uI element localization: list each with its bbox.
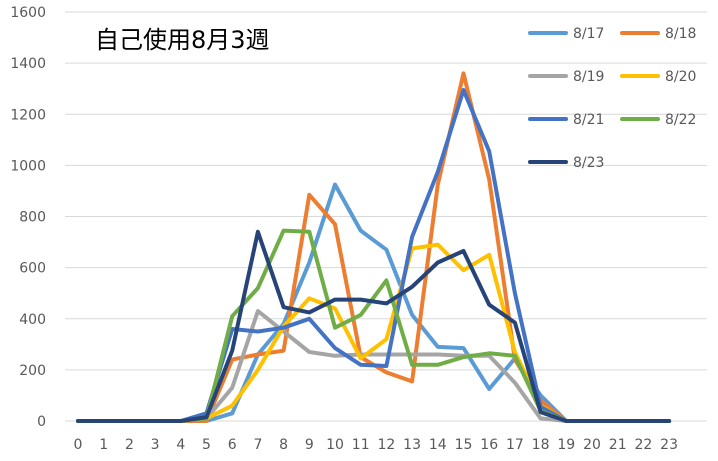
x-tick-label: 15 bbox=[455, 437, 473, 453]
y-axis: 0 200 400 600 800 1000 1200 1400 1600 bbox=[10, 5, 46, 430]
legend-label: 8/23 bbox=[573, 155, 604, 171]
x-tick-label: 12 bbox=[377, 437, 395, 453]
y-tick-label: 400 bbox=[19, 312, 46, 328]
series-line-8-22 bbox=[76, 228, 672, 423]
x-tick-label: 6 bbox=[228, 437, 237, 453]
x-axis: 0 1 2 3 4 5 6 7 8 9 10 11 12 13 14 15 16 17 18 19 20 21 22 23 bbox=[74, 437, 678, 453]
legend-label: 8/19 bbox=[573, 69, 604, 85]
legend-item: 8/21 bbox=[528, 112, 604, 128]
y-tick-label: 600 bbox=[19, 261, 46, 277]
legend-item: 8/23 bbox=[528, 155, 604, 171]
x-tick-label: 22 bbox=[634, 437, 652, 453]
x-tick-label: 18 bbox=[532, 437, 550, 453]
series-line-8-23 bbox=[76, 229, 672, 423]
y-tick-label: 1400 bbox=[10, 56, 46, 72]
x-tick-label: 10 bbox=[326, 437, 344, 453]
x-tick-label: 14 bbox=[429, 437, 447, 453]
x-tick-label: 17 bbox=[506, 437, 524, 453]
legend-item: 8/18 bbox=[620, 26, 696, 42]
legend-label: 8/20 bbox=[665, 69, 696, 85]
x-tick-label: 13 bbox=[403, 437, 421, 453]
legend-label: 8/22 bbox=[665, 112, 696, 128]
legend-item: 8/17 bbox=[528, 26, 604, 42]
x-tick-label: 19 bbox=[557, 437, 575, 453]
y-tick-label: 1600 bbox=[10, 5, 46, 21]
legend-label: 8/18 bbox=[665, 26, 696, 42]
y-tick-label: 0 bbox=[37, 414, 46, 430]
legend-label: 8/21 bbox=[573, 112, 604, 128]
x-tick-label: 21 bbox=[609, 437, 627, 453]
legend-label: 8/17 bbox=[573, 26, 604, 42]
x-tick-label: 3 bbox=[151, 437, 160, 453]
x-tick-label: 16 bbox=[480, 437, 498, 453]
x-tick-label: 8 bbox=[279, 437, 288, 453]
x-tick-label: 9 bbox=[305, 437, 314, 453]
gridlines bbox=[65, 11, 707, 371]
legend: 8/17 8/18 8/19 8/20 8/21 8/22 8/23 bbox=[528, 26, 696, 171]
legend-item: 8/22 bbox=[620, 112, 696, 128]
x-tick-label: 4 bbox=[176, 437, 185, 453]
x-tick-label: 0 bbox=[74, 437, 83, 453]
y-tick-label: 200 bbox=[19, 363, 46, 379]
series-lines bbox=[76, 71, 672, 423]
x-tick-label: 20 bbox=[583, 437, 601, 453]
x-tick-label: 5 bbox=[202, 437, 211, 453]
x-tick-label: 11 bbox=[352, 437, 370, 453]
legend-item: 8/19 bbox=[528, 69, 604, 85]
x-tick-label: 2 bbox=[125, 437, 134, 453]
x-tick-label: 1 bbox=[99, 437, 108, 453]
series-line-8-21 bbox=[76, 88, 672, 423]
y-tick-label: 800 bbox=[19, 210, 46, 226]
legend-item: 8/20 bbox=[620, 69, 696, 85]
y-tick-label: 1000 bbox=[10, 158, 46, 174]
y-tick-label: 1200 bbox=[10, 107, 46, 123]
chart-title: 自己使用8月3週 bbox=[95, 26, 270, 54]
x-tick-label: 7 bbox=[253, 437, 262, 453]
series-line-8-20 bbox=[76, 242, 672, 423]
x-tick-label: 23 bbox=[660, 437, 678, 453]
